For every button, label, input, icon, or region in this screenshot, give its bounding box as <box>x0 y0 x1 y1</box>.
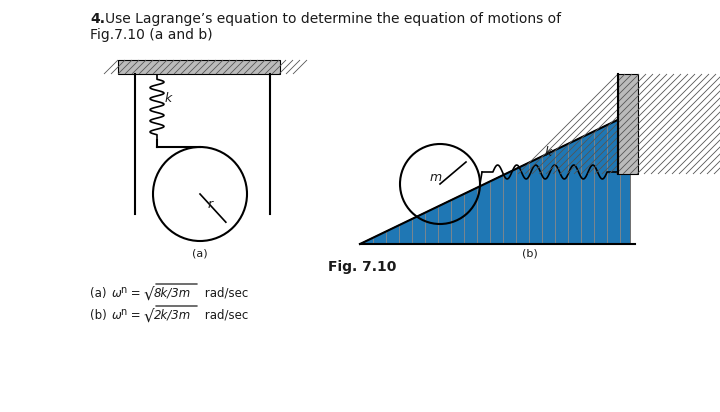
Polygon shape <box>618 74 638 174</box>
Text: r: r <box>208 198 213 211</box>
Text: (b): (b) <box>522 249 538 259</box>
Bar <box>118 60 280 74</box>
Text: 4.: 4. <box>90 12 105 26</box>
Text: Fig.7.10 (a and b): Fig.7.10 (a and b) <box>90 28 212 42</box>
Text: rad/sec: rad/sec <box>201 309 248 322</box>
Polygon shape <box>118 60 280 74</box>
Text: (a): (a) <box>192 249 208 259</box>
Text: Fig. 7.10: Fig. 7.10 <box>328 260 396 274</box>
Text: n: n <box>120 285 126 295</box>
Text: ω: ω <box>112 309 122 322</box>
Bar <box>618 74 638 174</box>
Text: ω: ω <box>112 287 122 300</box>
Text: 8k/3m: 8k/3m <box>154 287 192 300</box>
Text: √: √ <box>143 309 153 327</box>
Polygon shape <box>360 114 630 244</box>
Polygon shape <box>360 114 630 244</box>
Text: rad/sec: rad/sec <box>201 287 248 300</box>
Text: k: k <box>545 146 552 159</box>
Text: Use Lagrange’s equation to determine the equation of motions of: Use Lagrange’s equation to determine the… <box>105 12 561 26</box>
Text: k: k <box>165 92 172 105</box>
Text: m: m <box>430 171 442 184</box>
Text: n: n <box>120 307 126 317</box>
Text: =: = <box>127 309 145 322</box>
Text: (b): (b) <box>90 309 107 322</box>
Text: (a): (a) <box>90 287 107 300</box>
Text: √: √ <box>143 287 153 305</box>
Text: =: = <box>127 287 145 300</box>
Text: 2k/3m: 2k/3m <box>154 309 192 322</box>
